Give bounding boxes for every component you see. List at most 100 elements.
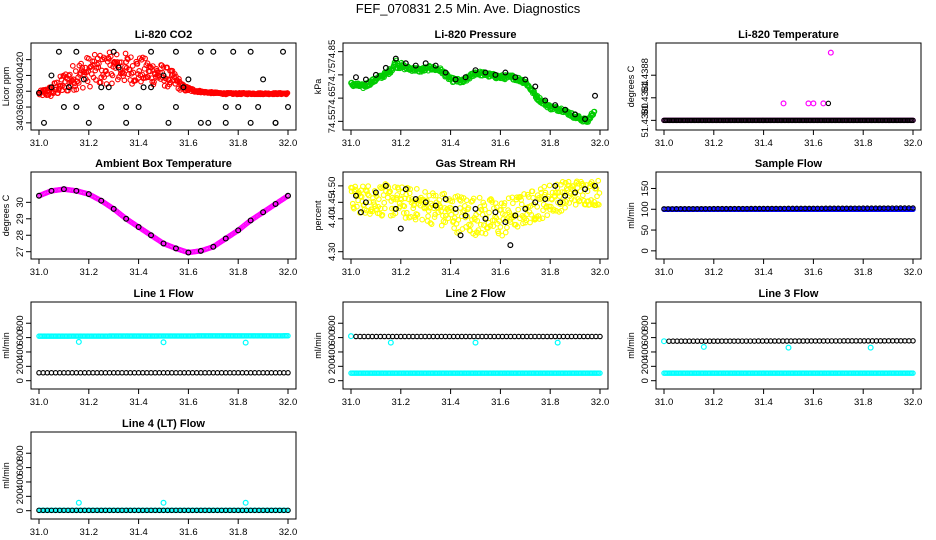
data-point	[502, 229, 509, 236]
data-point	[247, 217, 254, 224]
data-point	[448, 205, 455, 212]
data-point	[89, 58, 96, 65]
data-point	[549, 196, 555, 203]
data-point	[412, 62, 419, 69]
y-tick-label: 340	[15, 115, 26, 131]
data-point	[285, 333, 291, 339]
data-point	[285, 192, 292, 199]
data-point	[453, 209, 459, 216]
data-point	[514, 223, 521, 230]
data-point	[128, 54, 134, 61]
y-tick-label: 100	[640, 201, 651, 217]
data-point	[73, 187, 80, 194]
data-layer	[348, 55, 599, 125]
data-point	[403, 191, 409, 198]
x-tick-label: 31.0	[342, 138, 361, 149]
data-point	[451, 225, 458, 231]
data-point	[115, 64, 122, 71]
data-point	[65, 87, 71, 94]
figure-title: FEF_070831 2.5 Min. Ave. Diagnostics	[355, 1, 581, 16]
data-point	[387, 188, 393, 195]
data-point	[472, 67, 479, 74]
data-point	[377, 184, 383, 190]
data-point	[910, 205, 916, 211]
data-point	[428, 221, 435, 227]
data-point	[442, 69, 449, 76]
data-point	[98, 84, 105, 91]
data-layer	[660, 338, 916, 376]
data-point	[260, 76, 267, 83]
y-tick-label: 400	[15, 344, 26, 360]
data-point	[557, 199, 564, 206]
data-point	[595, 177, 602, 184]
x-tick-label: 31.4	[129, 397, 148, 408]
data-point	[95, 64, 102, 71]
data-point	[242, 499, 249, 506]
data-point	[539, 215, 546, 222]
data-point	[505, 195, 512, 202]
x-tick-label: 31.8	[854, 138, 873, 149]
data-point	[452, 76, 459, 83]
x-tick-label: 31.8	[541, 138, 560, 149]
data-point	[512, 74, 519, 81]
data-point	[91, 58, 97, 65]
data-point	[402, 215, 409, 221]
data-point	[73, 48, 80, 55]
x-tick-label: 31.2	[80, 397, 99, 408]
y-tick-label: 28	[15, 230, 26, 241]
y-tick-label: 4.45	[327, 193, 338, 212]
data-point	[436, 197, 443, 203]
data-point	[376, 196, 382, 202]
data-point	[472, 205, 479, 212]
data-point	[35, 89, 42, 96]
data-point	[381, 199, 388, 206]
data-point	[130, 69, 137, 76]
data-point	[48, 187, 55, 194]
x-tick-label: 32.0	[279, 397, 298, 408]
data-point	[448, 211, 455, 218]
data-point	[597, 333, 603, 340]
data-point	[422, 60, 429, 67]
data-point	[660, 338, 667, 345]
x-tick-label: 32.0	[591, 267, 610, 278]
data-point	[185, 249, 192, 256]
data-point	[582, 186, 589, 193]
data-point	[479, 211, 486, 218]
x-tick-label: 31.2	[80, 527, 99, 538]
y-axis-label: percent	[313, 200, 323, 231]
data-point	[504, 224, 510, 231]
data-point	[482, 69, 489, 76]
y-tick-label: 4.30	[327, 242, 338, 260]
data-point	[381, 205, 388, 212]
y-tick-label: 800	[15, 315, 26, 331]
data-point	[380, 192, 387, 198]
y-tick-label: 30	[15, 197, 26, 208]
data-point	[528, 211, 535, 218]
data-point	[197, 247, 204, 254]
x-tick-label: 31.4	[754, 267, 773, 278]
data-point	[197, 119, 204, 126]
data-point	[284, 90, 291, 96]
data-point	[487, 223, 494, 229]
data-point	[352, 192, 359, 199]
data-point	[582, 116, 589, 123]
data-point	[542, 196, 549, 203]
data-point	[103, 67, 109, 74]
data-point	[160, 72, 167, 79]
x-tick-label: 31.4	[754, 138, 773, 149]
y-tick-label: 51.4388	[640, 58, 651, 92]
data-point	[867, 344, 874, 351]
data-point	[810, 100, 817, 107]
data-point	[555, 189, 562, 196]
data-point	[442, 196, 449, 203]
y-tick-label: 50	[640, 225, 651, 236]
data-point	[255, 104, 262, 111]
data-point	[422, 189, 428, 195]
data-point	[572, 111, 579, 118]
data-point	[590, 111, 597, 118]
data-point	[397, 225, 404, 232]
data-point	[197, 48, 204, 55]
data-point	[260, 209, 267, 216]
data-point	[205, 119, 212, 126]
x-tick-label: 31.4	[129, 138, 148, 149]
